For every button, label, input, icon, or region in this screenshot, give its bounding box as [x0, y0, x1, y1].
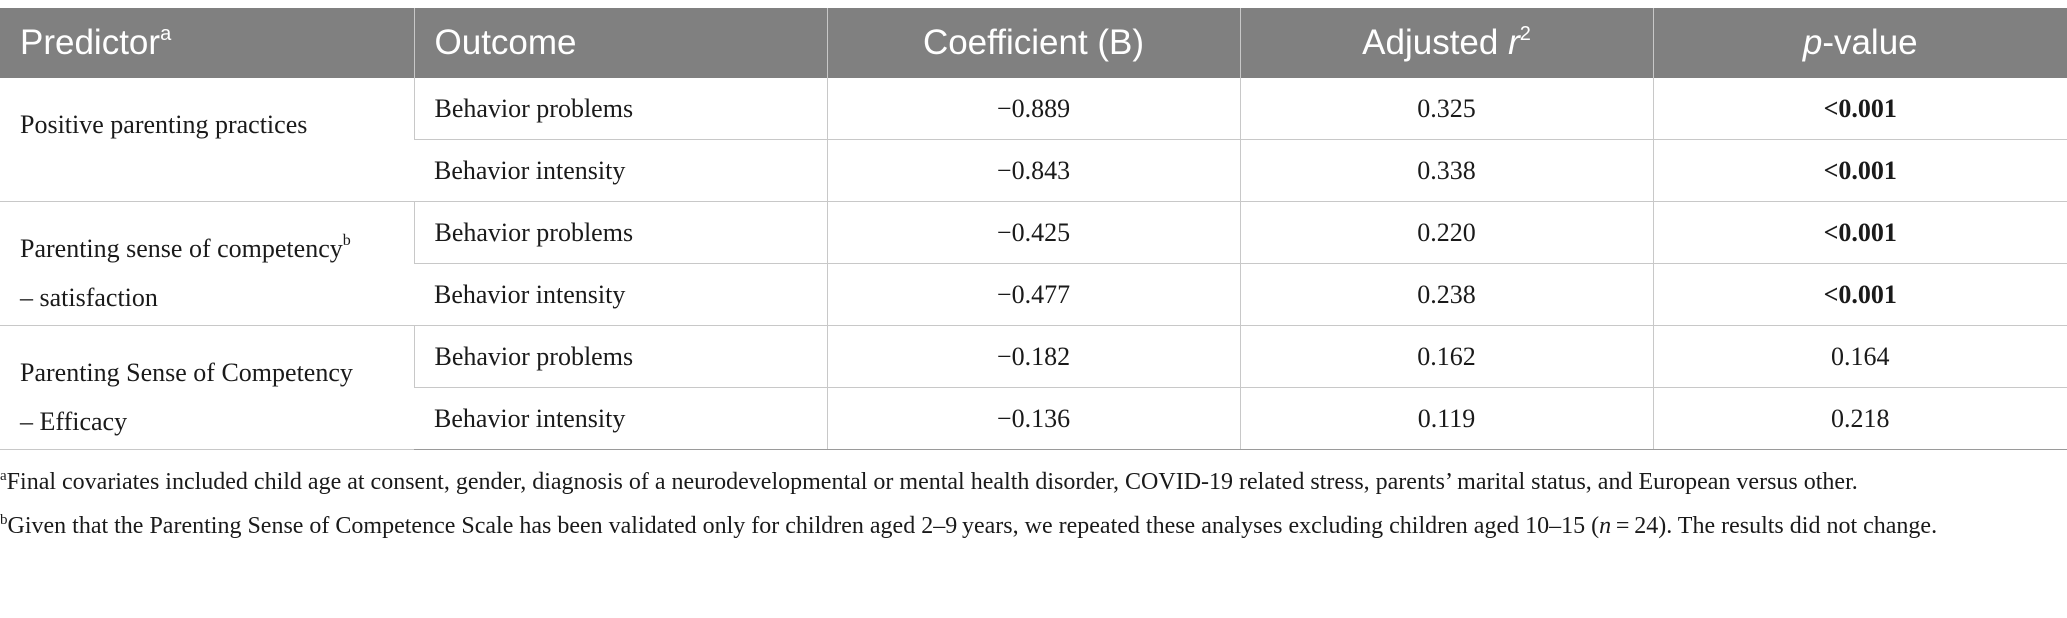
adjusted-r2-cell: 0.338 — [1239, 139, 1653, 202]
table-body: Positive parenting practices Behavior pr… — [0, 78, 2067, 450]
header-p-value: p-value — [1652, 8, 2067, 78]
predictor-footnote-marker: b — [342, 232, 351, 249]
outcome-cell: Behavior problems — [413, 201, 827, 264]
outcome-cell: Behavior intensity — [414, 139, 827, 202]
footnote-b-marker: b — [0, 512, 8, 528]
table-footnotes: aFinal covariates included child age at … — [0, 459, 2050, 547]
outcome-cell: Behavior problems — [413, 78, 827, 140]
coefficient-cell: −0.843 — [826, 139, 1240, 202]
p-value-cell: 0.164 — [1652, 325, 2067, 388]
results-table-container: Predictora Outcome Coefficient (B) Adjus… — [0, 8, 2067, 450]
adjusted-r2-cell: 0.162 — [1239, 325, 1653, 388]
header-predictor: Predictora — [0, 8, 414, 78]
p-value-cell: 0.218 — [1652, 387, 2067, 450]
table-row: Behavior intensity −0.477 0.238 <0.001 — [0, 263, 2067, 326]
header-row: Predictora Outcome Coefficient (B) Adjus… — [0, 8, 2067, 78]
outcome-cell: Behavior intensity — [414, 387, 827, 450]
table-row: Positive parenting practices Behavior pr… — [0, 78, 2067, 202]
p-value-cell: <0.001 — [1652, 78, 2067, 140]
table-row: Behavior intensity −0.136 0.119 0.218 — [0, 387, 2067, 450]
adjusted-r2-cell: 0.119 — [1239, 387, 1653, 450]
p-value-cell: <0.001 — [1652, 263, 2067, 326]
predictor-cell: Parenting sense of competencyb – satisfa… — [0, 201, 414, 326]
footnote-a: aFinal covariates included child age at … — [0, 468, 1858, 495]
p-value-cell: <0.001 — [1652, 139, 2067, 202]
table-row: Parenting sense of competencyb – satisfa… — [0, 201, 2067, 326]
adjusted-r2-cell: 0.220 — [1239, 201, 1653, 264]
header-outcome: Outcome — [413, 8, 827, 78]
predictor-cell: Positive parenting practices — [0, 78, 414, 202]
coefficient-cell: −0.477 — [826, 263, 1240, 326]
table-row: Behavior intensity −0.843 0.338 <0.001 — [0, 139, 2067, 202]
footnote-a-marker: a — [0, 468, 7, 484]
coefficient-cell: −0.889 — [826, 78, 1240, 140]
results-table: Predictora Outcome Coefficient (B) Adjus… — [0, 8, 2067, 450]
outcome-cell: Behavior problems — [413, 325, 827, 388]
header-adjusted-r2: Adjusted r2 — [1239, 8, 1653, 78]
footnote-b: bGiven that the Parenting Sense of Compe… — [0, 512, 1938, 539]
table-row: Parenting Sense of Competency – Efficacy… — [0, 325, 2067, 450]
predictor-cell: Parenting Sense of Competency – Efficacy — [0, 325, 414, 450]
p-value-cell: <0.001 — [1652, 201, 2067, 264]
outcome-cell: Behavior intensity — [414, 263, 827, 326]
header-predictor-footnote-marker: a — [160, 23, 172, 45]
coefficient-cell: −0.182 — [826, 325, 1240, 388]
adjusted-r2-cell: 0.238 — [1239, 263, 1653, 326]
adjusted-r2-cell: 0.325 — [1239, 78, 1653, 140]
coefficient-cell: −0.136 — [826, 387, 1240, 450]
header-coefficient: Coefficient (B) — [826, 8, 1240, 78]
coefficient-cell: −0.425 — [826, 201, 1240, 264]
